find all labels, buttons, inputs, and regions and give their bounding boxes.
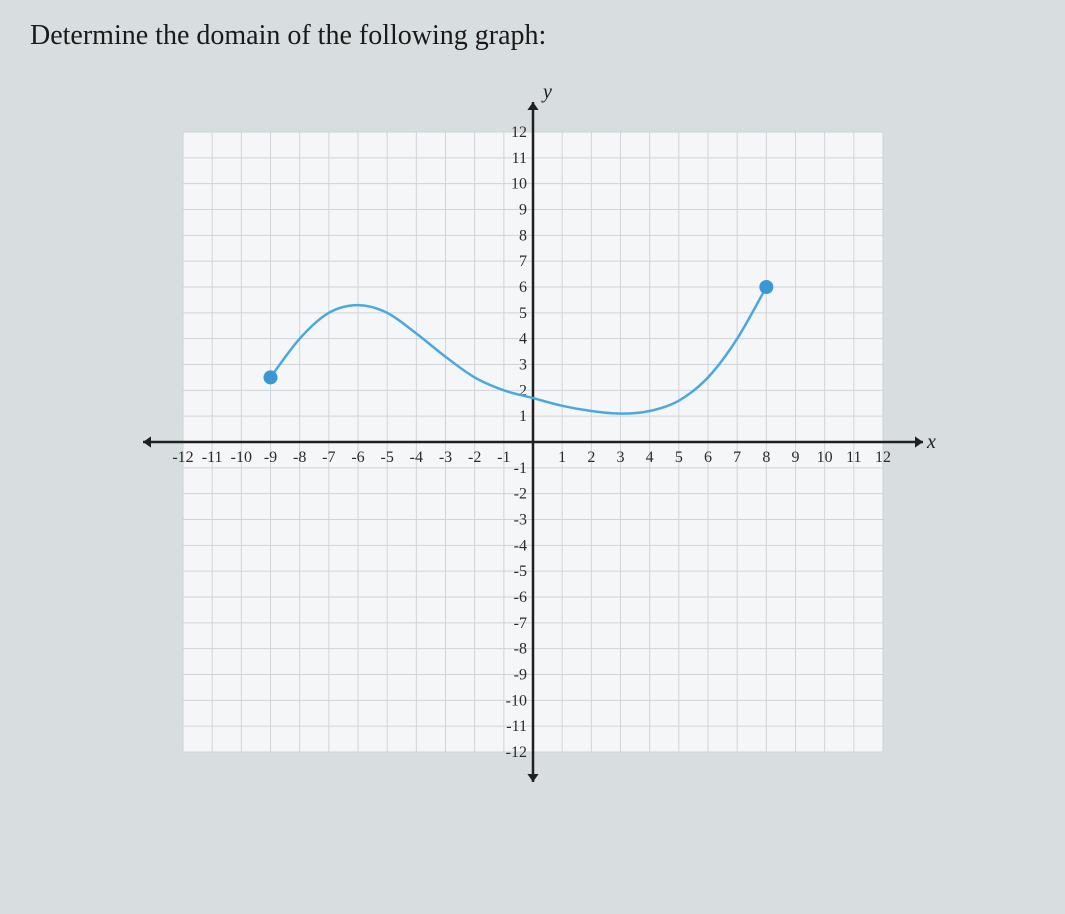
y-axis-label: y — [541, 82, 552, 103]
y-tick-label: 12 — [511, 124, 527, 141]
y-tick-label: -2 — [513, 486, 526, 503]
axis-arrowhead — [527, 774, 538, 782]
curve-endpoint — [264, 371, 276, 383]
y-tick-label: 11 — [511, 150, 526, 167]
x-tick-label: 6 — [704, 449, 712, 466]
x-axis-label: x — [926, 431, 936, 453]
y-tick-label: -10 — [505, 692, 526, 709]
y-tick-label: 10 — [511, 176, 527, 193]
x-tick-label: 9 — [791, 449, 799, 466]
y-tick-label: -8 — [513, 641, 526, 658]
y-tick-label: 4 — [519, 331, 527, 348]
x-tick-label: -8 — [293, 449, 306, 466]
y-tick-label: 9 — [519, 202, 527, 219]
y-tick-label: -3 — [513, 512, 526, 529]
x-tick-label: -10 — [230, 449, 251, 466]
x-tick-label: -2 — [468, 449, 481, 466]
x-tick-label: 2 — [587, 449, 595, 466]
x-tick-label: -11 — [201, 449, 222, 466]
y-tick-label: 5 — [519, 305, 527, 322]
curve-endpoint — [760, 281, 772, 293]
y-tick-label: -6 — [513, 589, 526, 606]
y-tick-label: -7 — [513, 615, 526, 632]
y-tick-label: 7 — [519, 253, 527, 270]
chart-container: yx-12-11-10-9-8-7-6-5-4-3-2-112345678910… — [30, 82, 1035, 802]
coordinate-graph: yx-12-11-10-9-8-7-6-5-4-3-2-112345678910… — [123, 82, 943, 802]
y-tick-label: 8 — [519, 227, 527, 244]
x-tick-label: -6 — [351, 449, 364, 466]
x-tick-label: -7 — [322, 449, 335, 466]
y-tick-label: 1 — [519, 408, 527, 425]
page: Determine the domain of the following gr… — [0, 0, 1065, 822]
question-prompt: Determine the domain of the following gr… — [30, 20, 1035, 52]
x-tick-label: -1 — [497, 449, 510, 466]
axis-arrowhead — [527, 102, 538, 110]
y-tick-label: 6 — [519, 279, 527, 296]
x-tick-label: -4 — [409, 449, 422, 466]
x-tick-label: 12 — [875, 449, 891, 466]
y-tick-label: -1 — [513, 460, 526, 477]
y-tick-label: -5 — [513, 563, 526, 580]
axis-arrowhead — [915, 436, 923, 447]
x-tick-label: 1 — [558, 449, 566, 466]
y-tick-label: 3 — [519, 357, 527, 374]
x-tick-label: 3 — [616, 449, 624, 466]
x-tick-label: 10 — [816, 449, 832, 466]
x-tick-label: 4 — [645, 449, 653, 466]
x-tick-label: -5 — [380, 449, 393, 466]
x-tick-label: -12 — [172, 449, 193, 466]
x-tick-label: 11 — [846, 449, 861, 466]
x-tick-label: 5 — [674, 449, 682, 466]
x-tick-label: -9 — [263, 449, 276, 466]
axis-arrowhead — [143, 436, 151, 447]
x-tick-label: 8 — [762, 449, 770, 466]
x-tick-label: -3 — [438, 449, 451, 466]
y-tick-label: -11 — [506, 718, 527, 735]
x-tick-label: 7 — [733, 449, 741, 466]
y-tick-label: -4 — [513, 537, 526, 554]
y-tick-label: -12 — [505, 744, 526, 761]
y-tick-label: -9 — [513, 667, 526, 684]
